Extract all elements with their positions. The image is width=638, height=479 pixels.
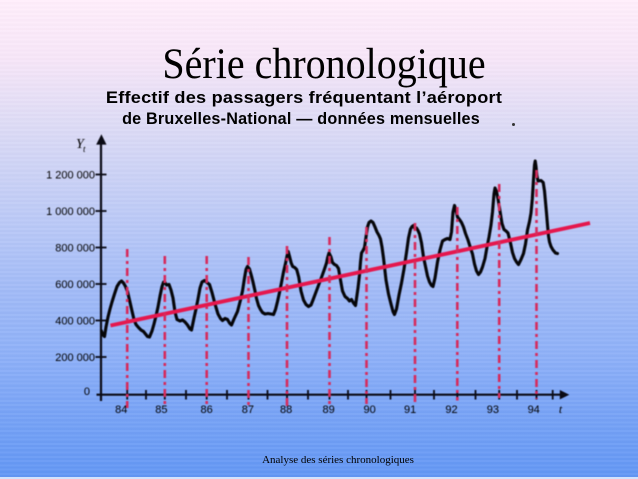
svg-text:200 000: 200 000 <box>55 352 95 364</box>
svg-text:93: 93 <box>487 404 499 416</box>
svg-text:1 200 000: 1 200 000 <box>46 170 95 182</box>
svg-text:Y: Y <box>76 137 86 152</box>
svg-text:t: t <box>83 144 86 154</box>
svg-text:1 000 000: 1 000 000 <box>46 206 95 218</box>
svg-text:89: 89 <box>322 404 334 416</box>
svg-text:86: 86 <box>200 404 212 416</box>
svg-text:400 000: 400 000 <box>55 316 95 328</box>
svg-text:600 000: 600 000 <box>55 279 95 291</box>
svg-text:94: 94 <box>528 404 540 416</box>
svg-text:t: t <box>559 402 563 416</box>
svg-text:87: 87 <box>242 404 254 416</box>
svg-text:800 000: 800 000 <box>55 243 95 255</box>
svg-text:90: 90 <box>363 404 375 416</box>
svg-text:91: 91 <box>404 404 416 416</box>
svg-text:84: 84 <box>115 404 127 416</box>
svg-text:0: 0 <box>84 386 90 398</box>
svg-text:85: 85 <box>155 404 167 416</box>
svg-text:92: 92 <box>445 404 457 416</box>
svg-text:88: 88 <box>280 404 292 416</box>
